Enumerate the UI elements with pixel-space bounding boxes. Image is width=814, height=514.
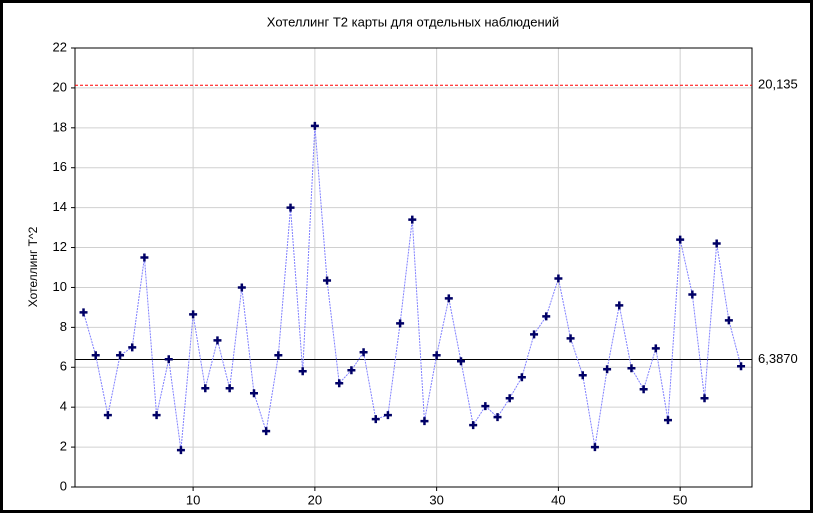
data-marker — [444, 294, 453, 303]
x-tick-label: 10 — [186, 492, 200, 507]
y-tick-label: 8 — [60, 319, 67, 334]
data-marker — [420, 417, 429, 426]
data-marker — [505, 394, 514, 403]
data-marker — [432, 351, 441, 360]
data-marker — [164, 355, 173, 364]
data-marker — [396, 319, 405, 328]
data-marker — [481, 402, 490, 411]
data-marker — [103, 411, 112, 420]
data-marker — [530, 330, 539, 339]
plot-area — [75, 48, 752, 487]
data-marker — [91, 351, 100, 360]
data-marker — [627, 364, 636, 373]
y-tick-label: 12 — [53, 239, 67, 254]
x-tick-label: 30 — [429, 492, 443, 507]
plot-frame — [74, 47, 753, 488]
data-marker — [201, 384, 210, 393]
y-tick-label: 14 — [53, 199, 67, 214]
data-marker — [590, 443, 599, 452]
data-marker — [262, 427, 271, 436]
data-marker — [189, 310, 198, 319]
data-marker — [140, 253, 149, 262]
data-marker — [152, 411, 161, 420]
y-tick-label: 2 — [60, 439, 67, 454]
data-marker — [676, 235, 685, 244]
x-tick-label: 40 — [551, 492, 565, 507]
data-marker — [615, 301, 624, 310]
chart-title: Хотеллинг Т2 карты для отдельных наблюде… — [267, 14, 559, 29]
data-marker — [249, 389, 258, 398]
data-marker — [335, 379, 344, 388]
data-marker — [128, 343, 137, 352]
data-marker — [578, 371, 587, 380]
data-marker — [688, 290, 697, 299]
y-tick-label: 16 — [53, 159, 67, 174]
data-marker — [566, 334, 575, 343]
reference-label: 6,3870 — [758, 351, 798, 366]
data-marker — [603, 365, 612, 374]
data-marker — [359, 348, 368, 357]
data-marker — [274, 351, 283, 360]
y-tick-label: 22 — [53, 39, 67, 54]
x-tick-label: 20 — [308, 492, 322, 507]
data-marker — [323, 276, 332, 285]
data-marker — [286, 203, 295, 212]
y-tick-label: 18 — [53, 119, 67, 134]
data-marker — [298, 367, 307, 376]
data-marker — [225, 384, 234, 393]
y-tick-label: 6 — [60, 359, 67, 374]
data-marker — [237, 283, 246, 292]
data-marker — [542, 312, 551, 321]
data-marker — [383, 411, 392, 420]
data-marker — [712, 239, 721, 248]
data-marker — [469, 421, 478, 430]
y-tick-label: 0 — [60, 478, 67, 493]
data-marker — [737, 362, 746, 371]
data-marker — [408, 215, 417, 224]
y-tick-label: 10 — [53, 279, 67, 294]
data-marker — [310, 121, 319, 130]
y-axis-label: Хотеллинг Т^2 — [26, 226, 40, 307]
y-tick-label: 4 — [60, 399, 67, 414]
data-marker — [79, 308, 88, 317]
data-marker — [700, 394, 709, 403]
data-marker — [639, 385, 648, 394]
data-marker — [116, 351, 125, 360]
data-marker — [724, 316, 733, 325]
y-tick-label: 20 — [53, 79, 67, 94]
data-marker — [517, 373, 526, 382]
data-marker — [554, 274, 563, 283]
reference-label: 20,135 — [758, 77, 798, 92]
data-marker — [213, 336, 222, 345]
data-marker — [371, 415, 380, 424]
data-marker — [176, 446, 185, 455]
x-tick-label: 50 — [673, 492, 687, 507]
data-marker — [493, 413, 502, 422]
data-marker — [651, 344, 660, 353]
data-marker — [347, 366, 356, 375]
data-marker — [663, 416, 672, 425]
data-marker — [456, 357, 465, 366]
